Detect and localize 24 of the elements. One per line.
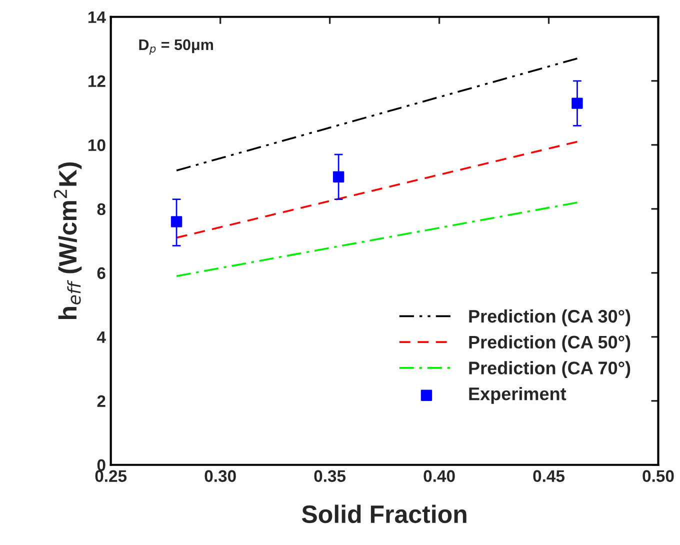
- x-tick-label: 0.40: [424, 470, 455, 482]
- annotation: D$_{p}$ = 50μm: [139, 39, 213, 55]
- x-tick-label: 0.35: [314, 470, 346, 482]
- y-tick-label: 2: [97, 395, 106, 407]
- legend-label: Prediction (CA 50°): [469, 335, 630, 352]
- y-tick-label: 12: [88, 75, 106, 87]
- point: [170, 216, 182, 228]
- legend-label: Prediction (CA 70°): [469, 361, 630, 378]
- point: [572, 98, 583, 109]
- x-axis-title: Solid Fraction: [302, 504, 466, 524]
- y-tick-label: 8: [97, 203, 106, 216]
- y-tick-label: 0: [97, 459, 106, 472]
- y-tick-label: 6: [97, 267, 106, 280]
- y-tick-label: 10: [88, 139, 106, 152]
- x-tick-label: 0.45: [533, 470, 565, 482]
- y-tick-label: 4: [96, 331, 106, 343]
- x-tick-label: 0.30: [204, 470, 236, 482]
- point: [332, 171, 344, 182]
- legend-label: Experiment: [469, 387, 566, 404]
- x-tick-label: 0.50: [642, 470, 674, 482]
- y-tick-label: 14: [88, 11, 106, 23]
- y-axis-title: h$_{eff}$ (W/cm$^{2}$K): [54, 162, 82, 320]
- legend-label: Prediction (CA 30°): [469, 309, 630, 326]
- x-tick-label: 0.25: [95, 470, 127, 482]
